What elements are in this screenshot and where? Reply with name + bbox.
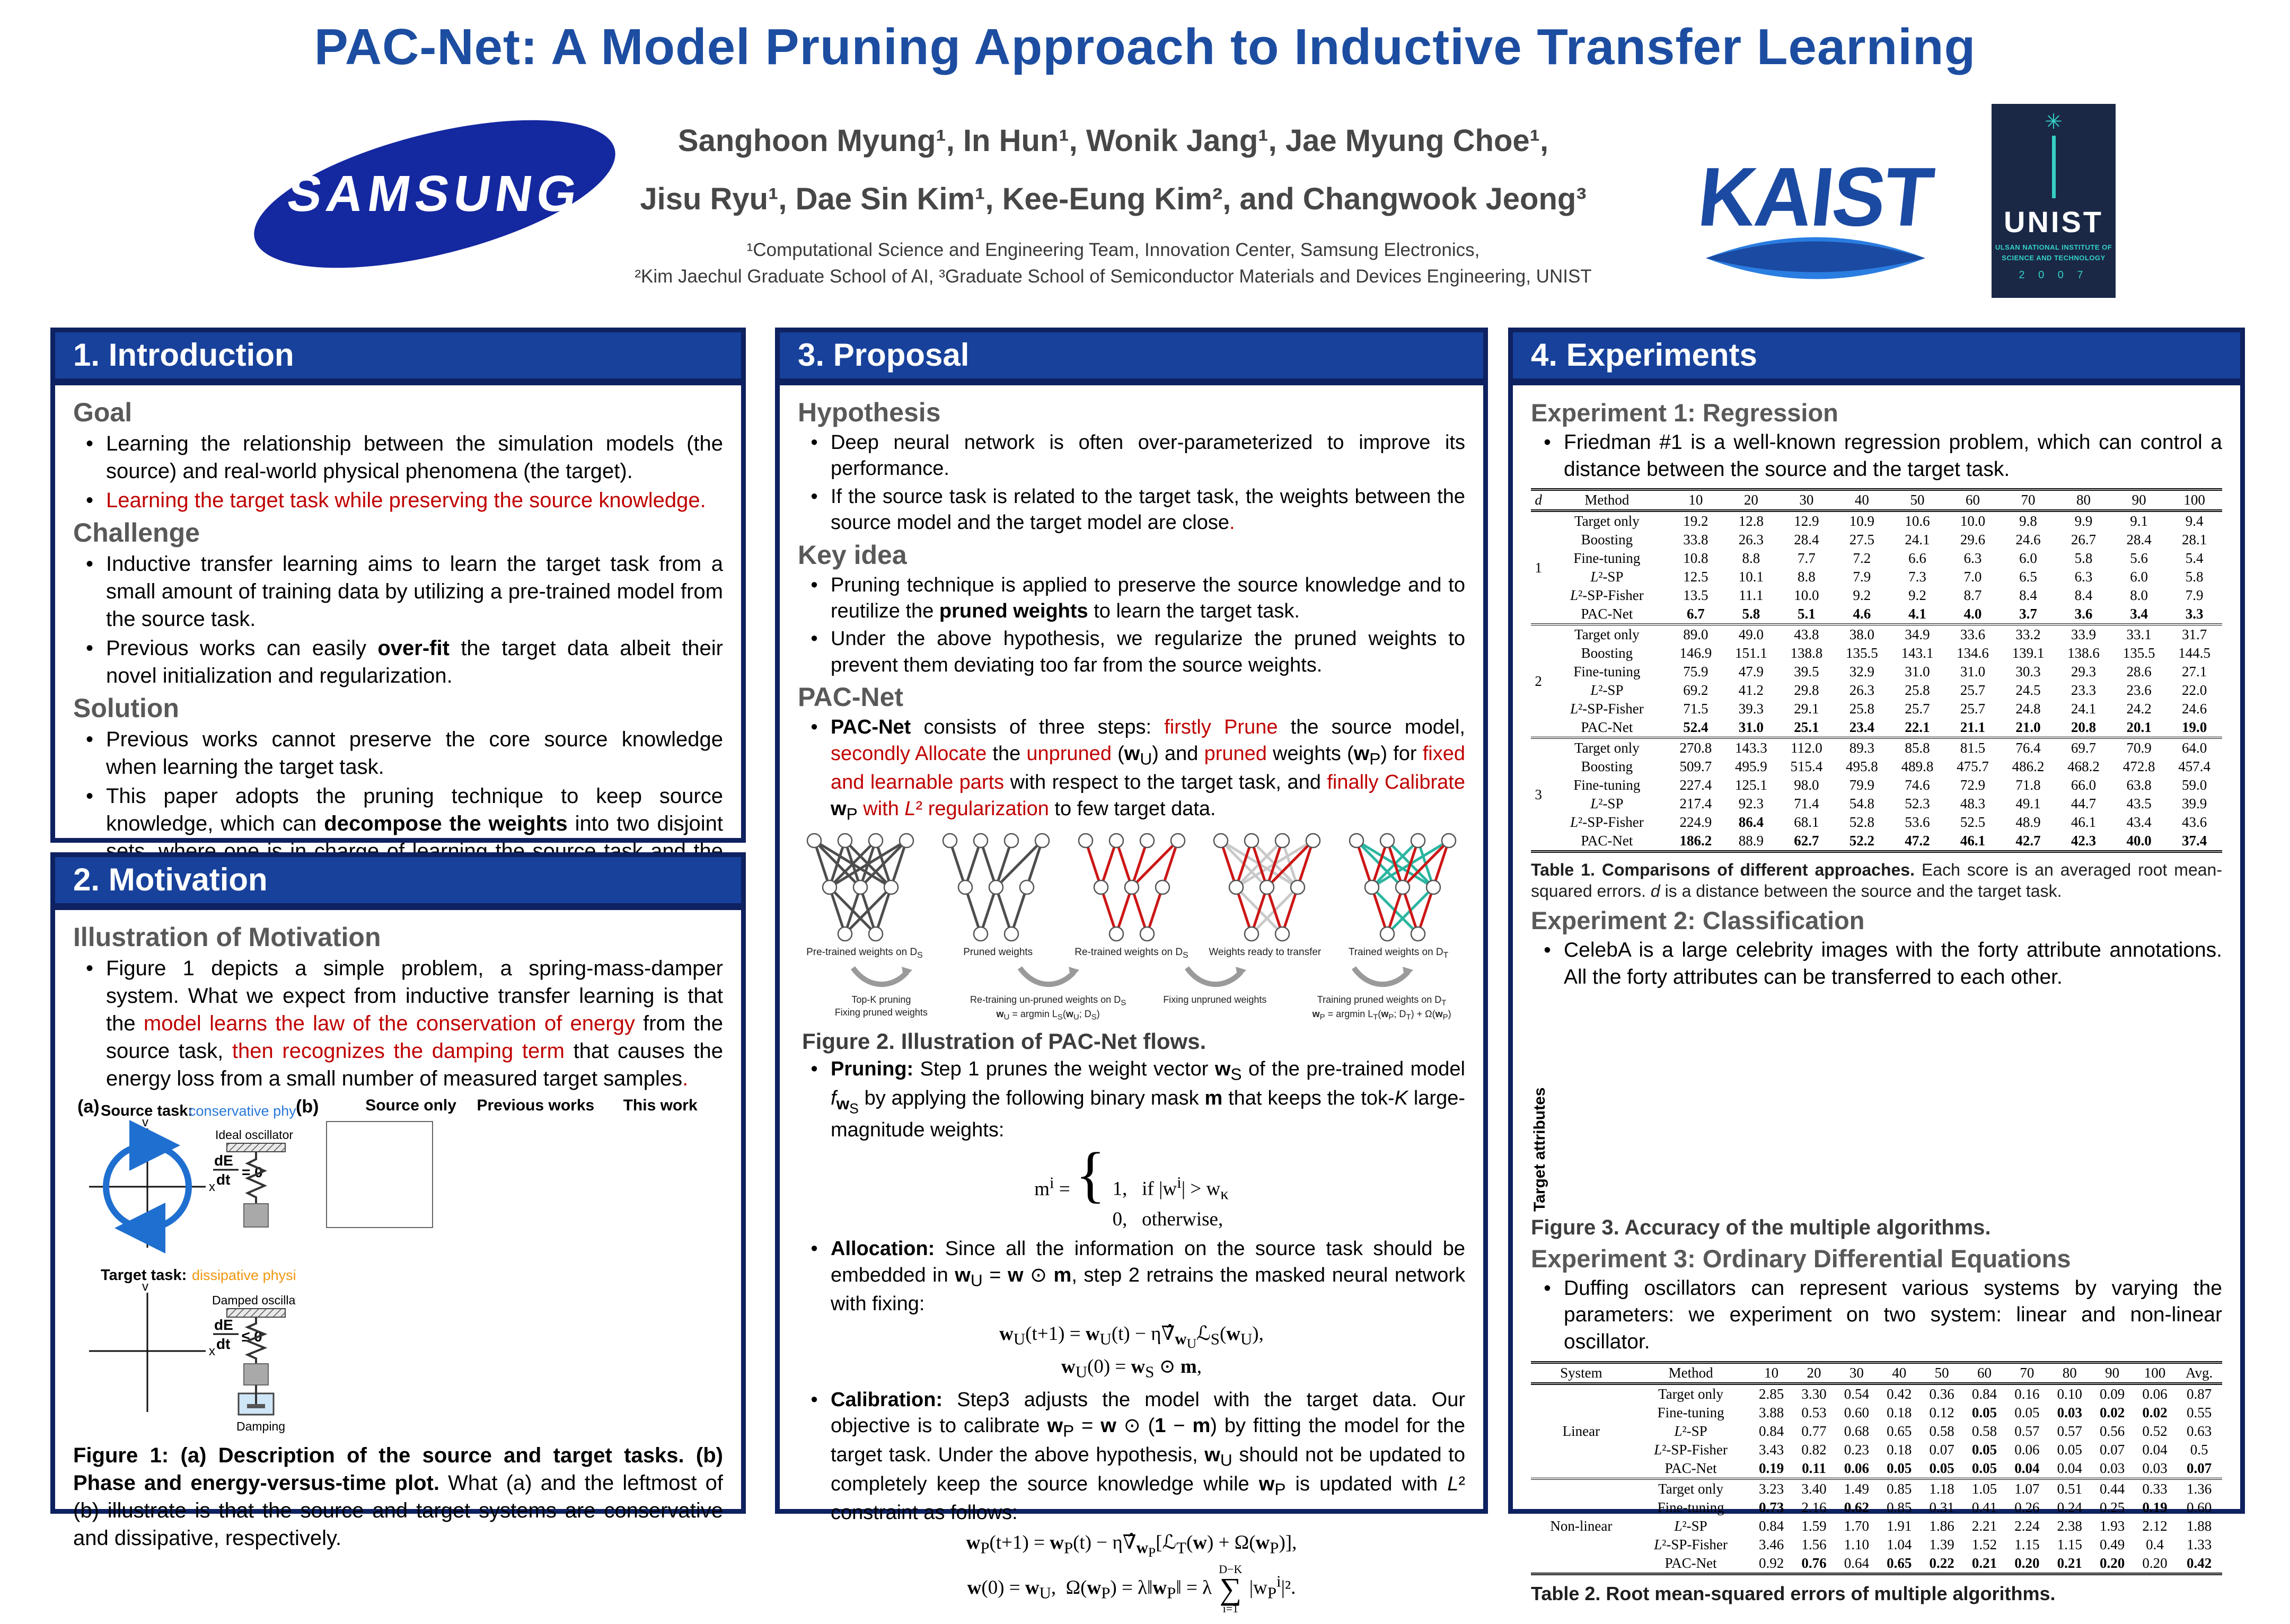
svg-text:Target task:: Target task: xyxy=(101,1267,187,1284)
calibration-bullet: • Calibration: Step3 adjusts the model wi… xyxy=(811,1388,1466,1524)
hypothesis-heading: Hypothesis xyxy=(798,398,941,427)
goal-bullet-2: • Learning the target task while preservi… xyxy=(85,489,706,512)
section-experiments: 4. Experiments Experiment 1: Regression … xyxy=(1508,328,2245,1604)
svg-text:Ideal oscillator: Ideal oscillator xyxy=(215,1128,293,1142)
key-idea-bullet-1: • Pruning technique is applied to preserv… xyxy=(811,573,1465,622)
experiment1-bullet: • Friedman #1 is a well-known regression … xyxy=(1544,431,2222,481)
hypothesis-bullet-1: • Deep neural network is often over-param… xyxy=(811,431,1465,480)
section-header-experiments: 4. Experiments xyxy=(1513,332,2240,385)
svg-text:Damping: Damping xyxy=(236,1419,285,1433)
svg-text:dissipative physics: dissipative physics xyxy=(192,1267,296,1283)
ode-table: System Method 10 20 30 40 50 60 70 80 90 100 Avg. Lin… xyxy=(1531,1361,2222,1575)
kaist-lens-icon xyxy=(1706,237,1925,279)
figure-1b-titles: Source only Previous works This work xyxy=(365,1097,698,1114)
authors-line-2: Jisu Ryu¹, Dae Sin Kim¹, Kee-Eung Kim², … xyxy=(640,182,1587,216)
figure-1a: (a) Source task: conservative physics v … xyxy=(73,1097,321,1438)
pacnet-bullet-1: • PAC-Net consists of three steps: firstl… xyxy=(811,716,1465,824)
kaist-wordmark: KAIST xyxy=(1694,149,1937,244)
figure-2: Pre-trained weights on DS Pruned weights R… xyxy=(798,828,1465,1054)
hypothesis-bullet-2: • If the source task is related to the ta… xyxy=(811,485,1465,534)
affiliation-line-2: ²Kim Jaechul Graduate School of AI, ³Gra… xyxy=(635,266,1592,287)
figure-1b-tag: (b) xyxy=(296,1097,319,1117)
solution-heading: Solution xyxy=(73,693,179,723)
figure-3-ylabel: Target attributes xyxy=(1531,1087,1548,1212)
figure-2-arrows: Top-K pruning Fixing pruned weights Re-tra… xyxy=(798,961,1465,1022)
experiment2-bullet: • CelebA is a large celebrity images with… xyxy=(1544,939,2222,989)
svg-text:dt: dt xyxy=(216,1336,230,1352)
figure-1-caption: Figure 1: (a) Description of the source … xyxy=(73,1444,723,1550)
svg-text:x: x xyxy=(209,1180,215,1194)
experiment3-heading: Experiment 3: Ordinary Differential Equa… xyxy=(1531,1244,2071,1273)
challenge-bullet-2: • Previous works can easily over-fit the … xyxy=(85,637,724,687)
unist-logo: ✳ UNIST ULSAN NATIONAL INSTITUTE OF SCIEN… xyxy=(1992,104,2116,298)
figure-1: (a) Source task: conservative physics v … xyxy=(73,1097,723,1438)
section-introduction: 1. Introduction Goal • Learning the relat… xyxy=(50,328,746,890)
figure-3: Target attributes xyxy=(1531,993,2222,1212)
unist-wordmark: UNIST xyxy=(2004,205,2103,239)
samsung-wordmark: SAMSUNG xyxy=(284,165,586,222)
table2-caption: Table 2. Root mean-squared errors of mul… xyxy=(1531,1582,2056,1604)
svg-text:dE: dE xyxy=(214,1152,233,1169)
figure-1b-phase-plots xyxy=(296,1117,723,1259)
poster-title: PAC-Net: A Model Pruning Approach to Ind… xyxy=(314,19,1976,75)
svg-text:Source task:: Source task: xyxy=(101,1102,193,1119)
motivation-heading: Illustration of Motivation xyxy=(73,922,381,952)
section-header-motivation: 2. Motivation xyxy=(55,857,741,910)
motivation-bullet-1: • Figure 1 depicts a simple problem, a sp… xyxy=(85,957,724,1090)
unist-star-icon: ✳ xyxy=(2045,110,2063,134)
svg-text:Damped oscillator: Damped oscillator xyxy=(212,1293,296,1307)
solution-bullet-1: • Previous works cannot preserve the core… xyxy=(85,728,723,779)
unist-subtitle: ULSAN NATIONAL INSTITUTE OF SCIENCE AND T… xyxy=(1995,243,2112,262)
svg-text:dt: dt xyxy=(216,1171,230,1188)
unist-year: 2 0 0 7 xyxy=(2019,269,2089,281)
key-idea-heading: Key idea xyxy=(798,540,907,570)
unist-bar-icon xyxy=(2051,136,2056,198)
svg-text:x: x xyxy=(209,1344,215,1358)
figure-1b: (b) Source only Previous works This work xyxy=(296,1097,723,1438)
table1-caption: Table 1. Comparisons of different approa… xyxy=(1531,860,2223,901)
affiliation-line-1: ¹Computational Science and Engineering T… xyxy=(746,240,1480,260)
kaist-logo: KAIST xyxy=(1694,149,1937,284)
challenge-heading: Challenge xyxy=(73,518,200,548)
section-header-introduction: 1. Introduction xyxy=(55,332,741,385)
section-proposal: 3. Proposal Hypothesis • Deep neural netw… xyxy=(775,328,1488,1614)
section-motivation: 2. Motivation Illustration of Motivation… xyxy=(50,852,746,1550)
mask-formula: mi ={ 1, if |wi| > wκ 0, otherwise, xyxy=(1034,1139,1229,1231)
goal-heading: Goal xyxy=(73,398,133,427)
experiment3-bullet: • Duffing oscillators can represent vario… xyxy=(1544,1276,2222,1354)
allocation-formula: wU(t+1) = wU(t) − η∇̂wUℒS(wU), wU(0) = w… xyxy=(999,1322,1264,1381)
calibration-formula: wP(t+1) = wP(t) − η∇̂wP[ℒT(w) + Ω(wP)], … xyxy=(966,1531,1297,1616)
svg-text:dE: dE xyxy=(214,1317,233,1333)
key-idea-bullet-2: • Under the above hypothesis, we regulari… xyxy=(811,628,1465,676)
regression-table: d Method 10 20 30 40 50 60 70 80 90 100 1 Target only… xyxy=(1531,488,2222,853)
figure-2-network-labels: Pre-trained weights on DS Pruned weights R… xyxy=(806,947,1449,960)
experiment2-heading: Experiment 2: Classification xyxy=(1531,906,1865,935)
challenge-bullet-1: • Inductive transfer learning aims to lea… xyxy=(85,552,723,631)
svg-text:conservative physics: conservative physics xyxy=(189,1103,296,1119)
allocation-bullet: • Allocation: Since all the information o… xyxy=(811,1238,1465,1316)
svg-text:v: v xyxy=(142,1279,148,1294)
svg-text:(a): (a) xyxy=(77,1097,100,1117)
pacnet-heading: PAC-Net xyxy=(798,682,904,712)
figure-3-colorbar xyxy=(1554,993,1591,1212)
goal-bullet-1: • Learning the relationship between the s… xyxy=(85,432,723,483)
pruning-bullet: • Pruning: Step 1 prunes the weight vecto… xyxy=(811,1058,1465,1142)
svg-text:v: v xyxy=(142,1115,148,1129)
poster: { "colors":{"accent_blue":"#1c4da1","bar… xyxy=(50,19,2245,1614)
figure-2-networks xyxy=(798,828,1465,947)
section-header-proposal: 3. Proposal xyxy=(780,332,1483,385)
figure-3-caption: Figure 3. Accuracy of the multiple algor… xyxy=(1531,1215,1991,1239)
authors-line-1: Sanghoon Myung¹, In Hun¹, Wonik Jang¹, J… xyxy=(677,123,1549,158)
figure-2-caption: Figure 2. Illustration of PAC-Net flows. xyxy=(802,1029,1206,1054)
experiment1-heading: Experiment 1: Regression xyxy=(1531,399,1838,427)
